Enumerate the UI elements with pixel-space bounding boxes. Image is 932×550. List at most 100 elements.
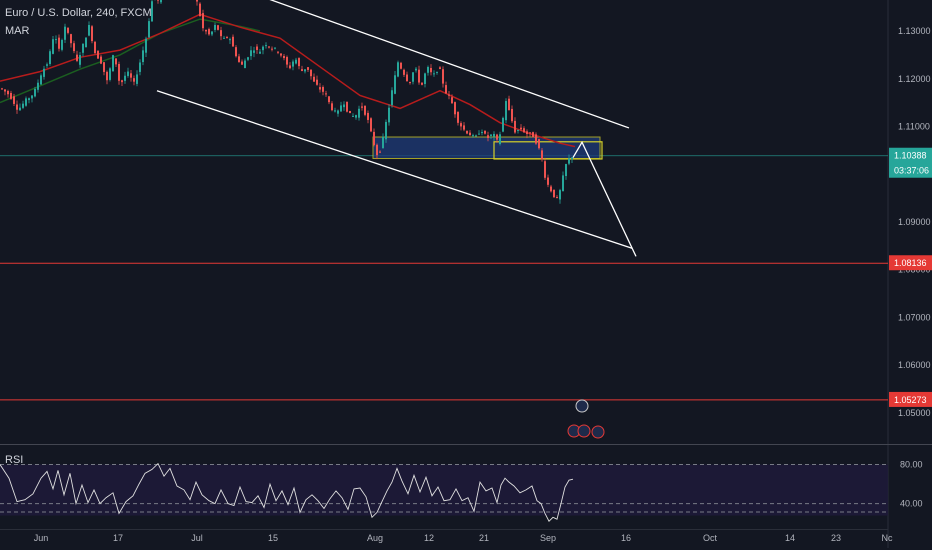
candle-body xyxy=(256,46,258,50)
channel-lower-line[interactable] xyxy=(156,90,633,249)
candle-body xyxy=(514,120,516,133)
candle-body xyxy=(31,95,33,99)
candle-body xyxy=(517,129,519,131)
candle-body xyxy=(247,57,249,60)
candle-body xyxy=(292,61,294,67)
candle-body xyxy=(436,71,438,73)
countdown-label: 03:37:06 xyxy=(894,166,929,176)
candle-body xyxy=(538,139,540,149)
candle-body xyxy=(460,123,462,127)
candle-body xyxy=(481,131,483,133)
candle-body xyxy=(40,75,42,85)
candle-body xyxy=(49,51,51,65)
candle-body xyxy=(235,47,237,57)
time-tick-label: 14 xyxy=(785,533,795,543)
candle-body xyxy=(316,79,318,85)
candle-body xyxy=(43,68,45,77)
candle-body xyxy=(157,0,159,1)
candle-body xyxy=(289,65,291,69)
candle-body xyxy=(94,41,96,54)
time-tick-label: 17 xyxy=(113,533,123,543)
indicator-label[interactable]: MAR xyxy=(5,25,30,37)
projection-path[interactable] xyxy=(572,140,637,257)
main-plot[interactable] xyxy=(0,0,932,445)
candle-body xyxy=(214,24,216,30)
candle-body xyxy=(250,50,252,57)
candle-body xyxy=(397,62,399,77)
candle-body xyxy=(4,89,6,92)
candle-body xyxy=(301,69,303,71)
supply-zone-box-inner[interactable] xyxy=(493,141,603,160)
candle-body xyxy=(385,121,387,140)
candle-body xyxy=(202,13,204,29)
candle-body xyxy=(352,115,354,117)
candle-body xyxy=(103,62,105,72)
candle-body xyxy=(13,96,15,104)
price-tick-label: 1.12000 xyxy=(898,74,931,84)
time-tick-label: 12 xyxy=(424,533,434,543)
candle-body xyxy=(1,88,3,90)
candle-body xyxy=(211,31,213,35)
candle-body xyxy=(70,34,72,44)
candle-body xyxy=(16,104,18,110)
candle-body xyxy=(508,98,510,111)
candle-body xyxy=(361,106,363,108)
candle-body xyxy=(52,39,54,54)
candle-body xyxy=(382,136,384,149)
candle-body xyxy=(445,85,447,94)
candle-body xyxy=(532,132,534,138)
candle-body xyxy=(499,134,501,145)
candle-body xyxy=(148,21,150,38)
candle-body xyxy=(379,151,381,153)
candle-body xyxy=(415,68,417,71)
candle-body xyxy=(565,164,567,177)
candle-body xyxy=(529,132,531,134)
candle-body xyxy=(496,134,498,140)
event-flag-icon[interactable] xyxy=(577,424,591,438)
candle-body xyxy=(334,110,336,112)
candle-body xyxy=(226,36,228,38)
candle-body xyxy=(400,62,402,69)
candle-body xyxy=(34,88,36,97)
candle-body xyxy=(526,131,528,135)
candle-body xyxy=(451,97,453,104)
time-axis[interactable]: Jun 17 Jul 15 Aug 12 21 Sep 16 Oct 14 23 Nc xyxy=(0,529,893,544)
symbol-title[interactable]: Euro / U.S. Dollar, 240, FXCM xyxy=(5,7,152,19)
time-tick-label: 15 xyxy=(268,533,278,543)
candle-body xyxy=(145,38,147,53)
candle-body xyxy=(535,134,537,144)
candle-body xyxy=(409,82,411,84)
rsi-level-label: 80.00 xyxy=(900,460,923,470)
candle-body xyxy=(55,39,57,41)
event-flag-icon[interactable] xyxy=(591,425,605,439)
candle-body xyxy=(25,98,27,106)
candle-body xyxy=(253,50,255,53)
candle-body xyxy=(421,82,423,85)
candle-body xyxy=(475,135,477,137)
supply-zone-box[interactable] xyxy=(372,136,601,160)
event-flag-icon[interactable] xyxy=(575,399,589,413)
price-tick-label: 1.09000 xyxy=(898,217,931,227)
candle-body xyxy=(463,125,465,130)
candle-body xyxy=(268,46,270,48)
candle-body xyxy=(28,98,30,100)
rsi-plot[interactable] xyxy=(0,462,888,522)
channel-upper-line[interactable] xyxy=(258,0,630,129)
candle-body xyxy=(490,134,492,136)
candle-body xyxy=(208,29,210,35)
candle-body xyxy=(547,177,549,185)
rsi-label[interactable]: RSI xyxy=(5,454,24,466)
candle-body xyxy=(391,90,393,106)
candle-body xyxy=(277,51,279,53)
time-tick-label: 16 xyxy=(621,533,631,543)
rsi-band xyxy=(0,464,888,516)
candle-body xyxy=(544,161,546,178)
ma-red-line xyxy=(0,13,576,148)
time-tick-label: Oct xyxy=(703,533,718,543)
candle-body xyxy=(112,55,114,72)
candle-body xyxy=(139,62,141,72)
candle-body xyxy=(439,67,441,69)
candle-body xyxy=(85,37,87,48)
time-tick-label: Jul xyxy=(191,533,203,543)
